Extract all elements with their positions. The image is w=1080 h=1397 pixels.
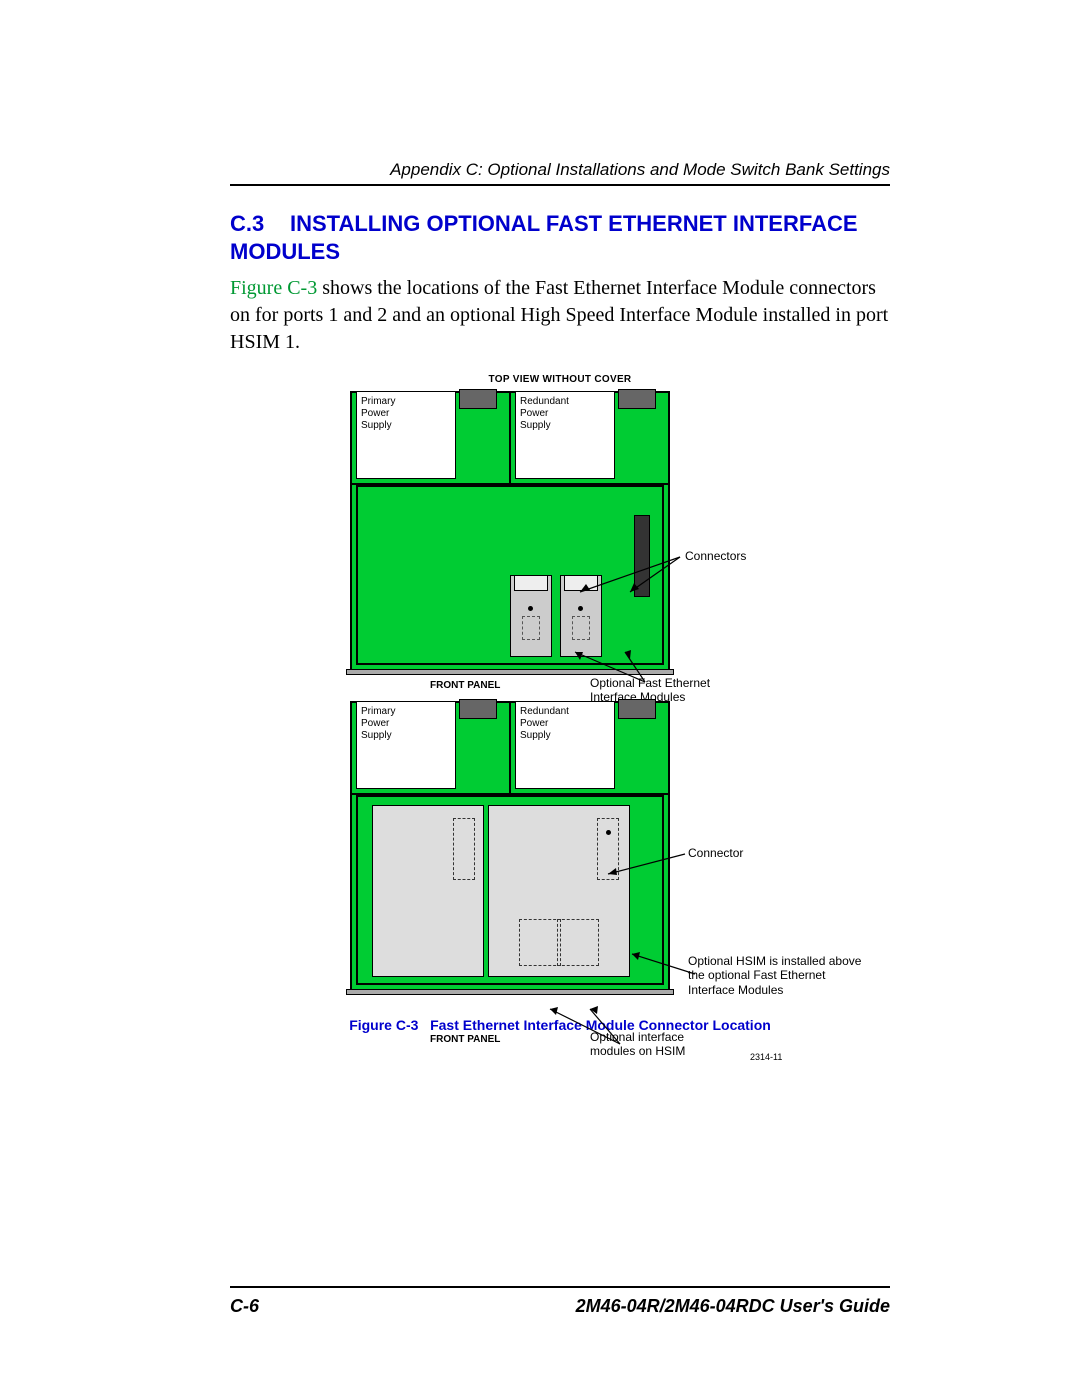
front-panel-label-1: FRONT PANEL [430, 680, 500, 692]
hsim-slot-right [488, 805, 630, 977]
figure-c3: TOP VIEW WITHOUT COVER Primary Power Sup… [300, 374, 820, 1033]
chassis-top-view-2: Primary Power Supply Redundant Power Sup… [350, 701, 670, 991]
section-number: C.3 [230, 210, 290, 238]
main-board-1 [356, 485, 664, 665]
hsim-slot-left [372, 805, 484, 977]
page-number: C-6 [230, 1296, 259, 1317]
section-title: INSTALLING OPTIONAL FAST ETHERNET INTERF… [230, 211, 858, 264]
ps-connector-icon [459, 699, 497, 719]
connectors-label: Connectors [685, 549, 746, 563]
redundant-ps-box: Redundant Power Supply [515, 391, 615, 479]
paragraph-text: shows the locations of the Fast Ethernet… [230, 277, 888, 353]
section-heading: C.3INSTALLING OPTIONAL FAST ETHERNET INT… [230, 210, 890, 265]
redundant-ps-box-2: Redundant Power Supply [515, 701, 615, 789]
page-header: Appendix C: Optional Installations and M… [230, 160, 890, 186]
power-supply-row-2: Primary Power Supply Redundant Power Sup… [352, 703, 668, 795]
caption-label: Figure C-3 [349, 1017, 418, 1033]
hsim-label: Optional HSIM is installed above the opt… [688, 954, 868, 997]
base-rail-2 [346, 989, 674, 995]
primary-ps-box: Primary Power Supply [356, 391, 456, 479]
top-view-label: TOP VIEW WITHOUT COVER [300, 374, 820, 385]
primary-ps-box-2: Primary Power Supply [356, 701, 456, 789]
ps-connector-icon [618, 389, 656, 409]
oim-label: Optional interface modules on HSIM [590, 1030, 750, 1059]
power-supply-row: Primary Power Supply Redundant Power Sup… [352, 393, 668, 485]
body-paragraph: Figure C-3 shows the locations of the Fa… [230, 275, 890, 356]
feim-module-2 [510, 575, 552, 657]
front-panel-label-2: FRONT PANEL [430, 1034, 500, 1046]
connector-label-2: Connector [688, 846, 743, 860]
vertical-slot-icon [634, 515, 650, 597]
chassis-top-view-1: Primary Power Supply Redundant Power Sup… [350, 391, 670, 671]
figure-id: 2314-11 [750, 1052, 782, 1062]
guide-title: 2M46-04R/2M46-04RDC User's Guide [576, 1296, 890, 1317]
ps-connector-icon [618, 699, 656, 719]
figure-reference-link[interactable]: Figure C-3 [230, 277, 317, 299]
page-footer: C-6 2M46-04R/2M46-04RDC User's Guide [230, 1286, 890, 1317]
feim-module-1 [560, 575, 602, 657]
ps-connector-icon [459, 389, 497, 409]
base-rail [346, 669, 674, 675]
main-board-2 [356, 795, 664, 985]
